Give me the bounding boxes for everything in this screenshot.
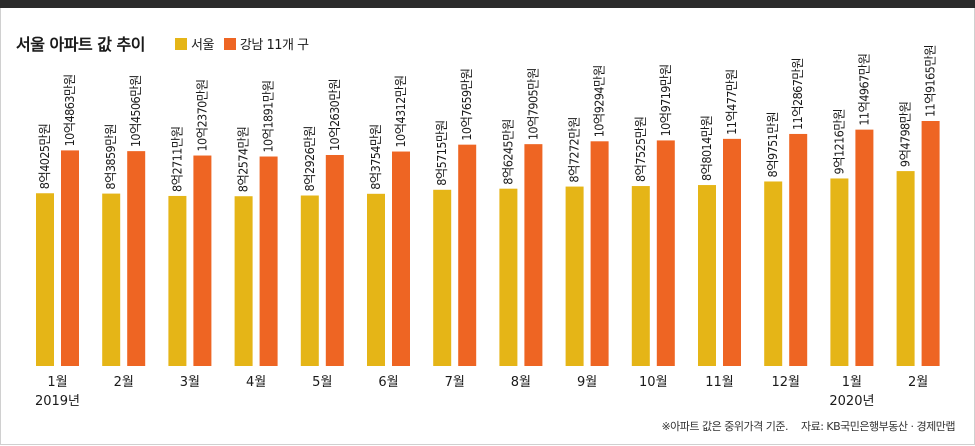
bar-gangnam-1 bbox=[127, 151, 146, 366]
bar-gangnam-5 bbox=[392, 151, 410, 366]
value-label-seoul-11: 8억9751만원 bbox=[765, 112, 780, 178]
year-label-0: 2019년 bbox=[35, 394, 80, 409]
bar-seoul-7 bbox=[499, 188, 518, 366]
x-tick-label-9: 10월 bbox=[639, 375, 668, 390]
bar-seoul-5 bbox=[367, 193, 385, 366]
value-label-gangnam-6: 10억7659만원 bbox=[459, 69, 474, 141]
bar-seoul-10 bbox=[698, 185, 716, 366]
value-label-gangnam-10: 11억477만원 bbox=[724, 69, 739, 135]
legend-swatch-seoul bbox=[175, 37, 187, 50]
bar-seoul-6 bbox=[433, 189, 452, 366]
bar-gangnam-12 bbox=[855, 129, 874, 366]
x-tick-label-5: 6월 bbox=[378, 375, 398, 390]
value-label-gangnam-12: 11억4967만원 bbox=[856, 54, 871, 126]
value-label-gangnam-4: 10억2630만원 bbox=[327, 79, 342, 151]
x-tick-label-12: 1월 bbox=[842, 375, 862, 390]
x-tick-label-8: 9월 bbox=[577, 375, 597, 390]
value-label-gangnam-5: 10억4312만원 bbox=[393, 75, 408, 147]
x-tick-label-4: 5월 bbox=[312, 375, 332, 390]
value-label-gangnam-13: 11억9165만원 bbox=[923, 45, 938, 117]
bar-seoul-9 bbox=[631, 186, 650, 366]
x-tick-label-13: 2월 bbox=[908, 375, 928, 390]
bar-seoul-1 bbox=[102, 193, 121, 366]
legend-item-gangnam: 강남 11개 구 bbox=[223, 34, 309, 53]
bar-gangnam-0 bbox=[61, 150, 79, 366]
x-tick-label-1: 2월 bbox=[114, 375, 134, 390]
x-tick-label-6: 7월 bbox=[445, 375, 465, 390]
value-label-seoul-4: 8억2926만원 bbox=[302, 126, 317, 192]
x-tick-label-3: 4월 bbox=[246, 375, 266, 390]
bar-gangnam-6 bbox=[458, 144, 477, 366]
value-label-seoul-13: 9억4798만원 bbox=[898, 102, 913, 168]
bar-seoul-13 bbox=[896, 171, 915, 366]
legend: 서울 강남 11개 구 bbox=[175, 34, 319, 53]
bar-gangnam-4 bbox=[325, 154, 344, 366]
bar-seoul-11 bbox=[764, 181, 783, 366]
value-label-seoul-5: 8억3754만원 bbox=[368, 124, 383, 190]
x-tick-label-7: 8월 bbox=[511, 375, 531, 390]
top-rule bbox=[0, 0, 975, 8]
value-label-seoul-10: 8억8014만원 bbox=[699, 115, 714, 181]
legend-label-seoul: 서울 bbox=[191, 38, 214, 53]
bar-seoul-0 bbox=[36, 193, 54, 366]
value-label-gangnam-0: 10억4863만원 bbox=[62, 74, 77, 146]
bar-gangnam-2 bbox=[193, 155, 212, 366]
chart-title: 서울 아파트 값 추이 bbox=[16, 35, 145, 54]
bar-gangnam-8 bbox=[590, 141, 609, 366]
year-label-12: 2020년 bbox=[829, 394, 874, 409]
value-label-gangnam-8: 10억9294만원 bbox=[592, 65, 607, 137]
value-label-seoul-0: 8억4025만원 bbox=[37, 124, 52, 190]
value-label-seoul-12: 9억1216만원 bbox=[831, 109, 846, 175]
x-tick-label-0: 1월 bbox=[47, 375, 67, 390]
legend-swatch-gangnam bbox=[223, 37, 236, 50]
bar-gangnam-3 bbox=[259, 156, 278, 366]
bar-seoul-3 bbox=[234, 196, 253, 366]
value-label-seoul-6: 8억5715만원 bbox=[434, 120, 449, 186]
bar-seoul-12 bbox=[830, 178, 849, 366]
bar-seoul-2 bbox=[168, 195, 187, 366]
value-label-seoul-2: 8억2711만원 bbox=[169, 126, 184, 192]
bar-seoul-8 bbox=[565, 186, 584, 366]
legend-label-gangnam: 강남 11개 구 bbox=[239, 38, 309, 53]
x-tick-label-11: 12월 bbox=[771, 375, 800, 390]
value-label-seoul-3: 8억2574만원 bbox=[236, 127, 251, 193]
value-label-gangnam-3: 10억1891만원 bbox=[261, 80, 276, 152]
bar-gangnam-9 bbox=[656, 140, 675, 366]
value-label-gangnam-9: 10억9719만원 bbox=[658, 64, 673, 136]
value-label-seoul-1: 8억3859만원 bbox=[103, 124, 118, 190]
value-label-gangnam-1: 10억4506만원 bbox=[128, 75, 143, 147]
bar-seoul-4 bbox=[300, 195, 319, 366]
bar-gangnam-10 bbox=[723, 138, 741, 366]
footnote-note: ※아파트 값은 중위가격 기준. bbox=[661, 420, 788, 433]
value-label-seoul-7: 8억6245만원 bbox=[500, 119, 515, 185]
footnote: ※아파트 값은 중위가격 기준. 자료: KB국민은행부동산 · 경제만랩 bbox=[661, 418, 955, 434]
x-tick-label-2: 3월 bbox=[180, 375, 200, 390]
value-label-gangnam-2: 10억2370만원 bbox=[194, 79, 209, 151]
legend-item-seoul: 서울 bbox=[175, 34, 214, 53]
bar-gangnam-7 bbox=[524, 144, 543, 366]
value-label-gangnam-11: 11억2867만원 bbox=[790, 58, 805, 130]
value-label-seoul-9: 8억7525만원 bbox=[633, 116, 648, 182]
bar-gangnam-11 bbox=[789, 133, 808, 366]
x-tick-label-10: 11월 bbox=[705, 375, 734, 390]
footnote-source: 자료: KB국민은행부동산 · 경제만랩 bbox=[800, 420, 956, 433]
value-label-gangnam-7: 10억7905만원 bbox=[525, 68, 540, 140]
bar-gangnam-13 bbox=[921, 121, 940, 366]
value-label-seoul-8: 8억7272만원 bbox=[567, 117, 582, 183]
